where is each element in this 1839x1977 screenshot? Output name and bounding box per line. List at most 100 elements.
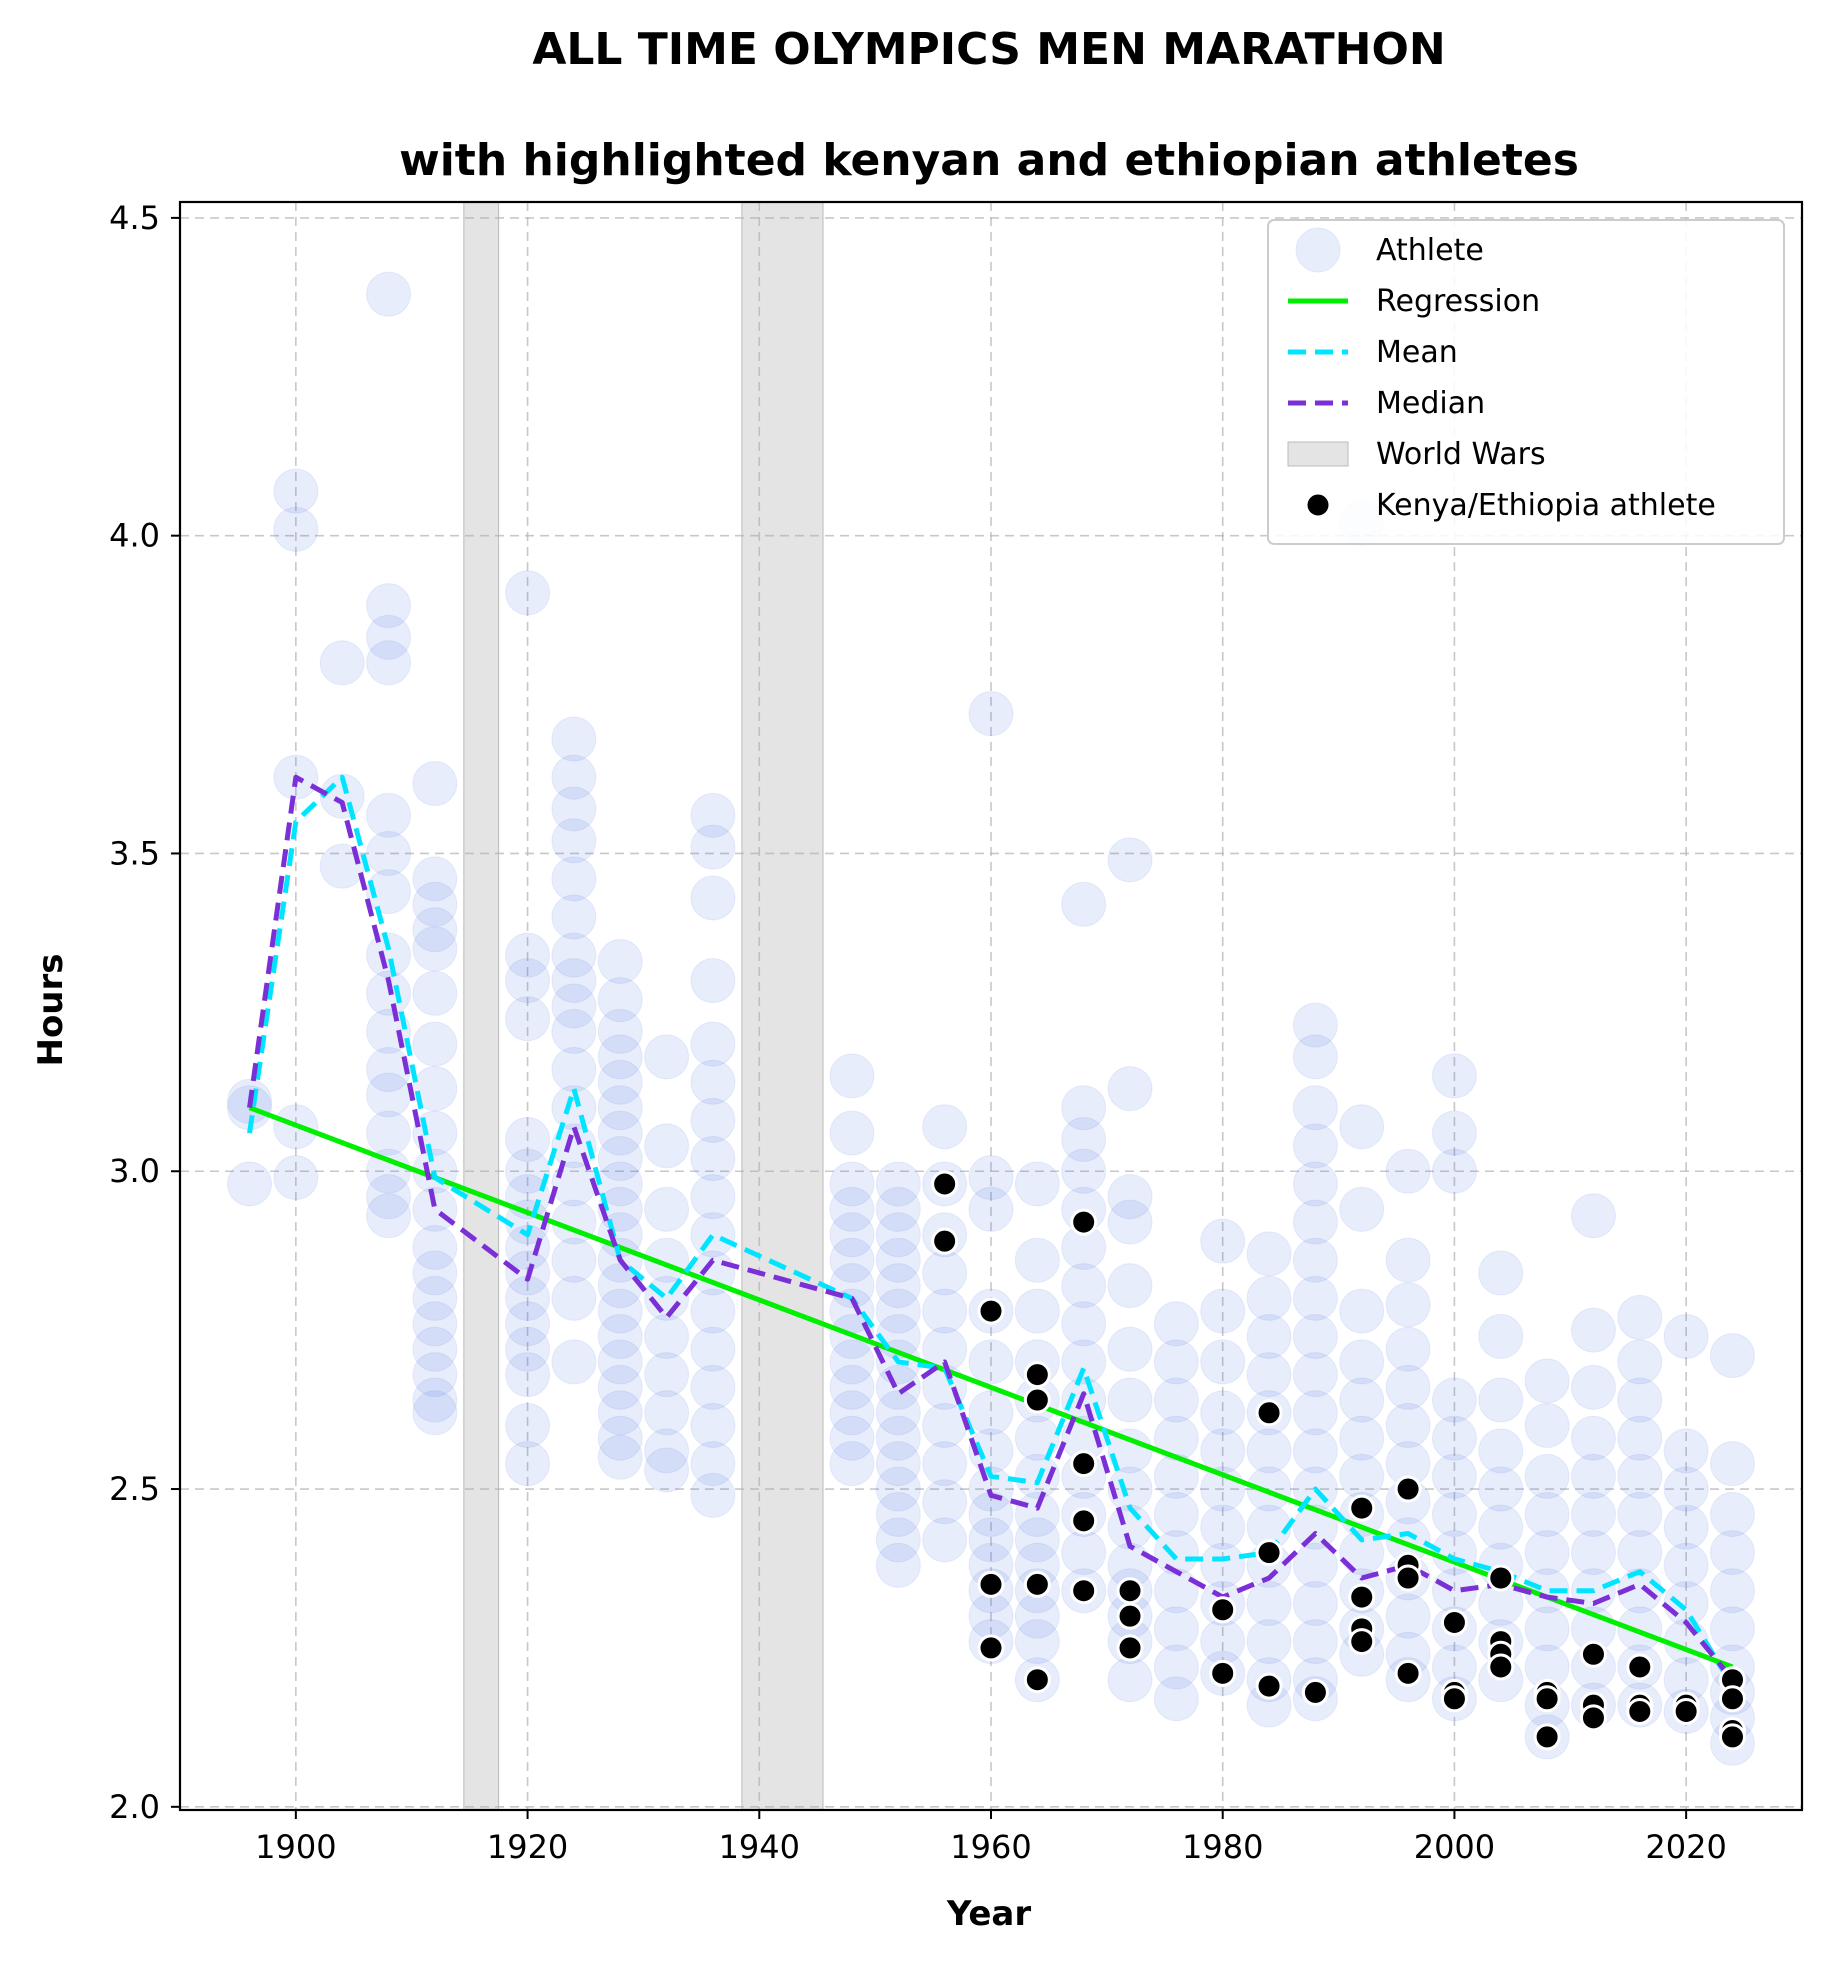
athlete-point: [875, 1212, 921, 1258]
athlete-point: [1292, 1542, 1338, 1588]
athlete-point: [1524, 1402, 1570, 1448]
athlete-point: [1478, 1377, 1524, 1423]
legend-label: Athlete: [1376, 233, 1484, 268]
athlete-point: [829, 1390, 875, 1436]
athlete-point: [412, 1352, 458, 1398]
athlete-point: [1431, 1453, 1477, 1499]
athlete-point: [690, 1288, 736, 1334]
athlete-point: [968, 1186, 1014, 1232]
athlete-point: [1617, 1294, 1663, 1340]
kenya-ethiopia-point: [1533, 1723, 1561, 1751]
kenya-ethiopia-point: [1626, 1697, 1654, 1725]
athlete-point: [1663, 1542, 1709, 1588]
athlete-point: [875, 1466, 921, 1512]
legend-athlete-marker: [1295, 227, 1341, 273]
athlete-point: [319, 843, 365, 889]
athlete-point: [1292, 1237, 1338, 1283]
athlete-point: [875, 1491, 921, 1537]
athlete-point: [1246, 1580, 1292, 1626]
athlete-point: [1524, 1358, 1570, 1404]
athlete-point: [1617, 1491, 1663, 1537]
athlete-point: [1153, 1377, 1199, 1423]
chart-subtitle: with highlighted kenyan and ethiopian at…: [399, 135, 1579, 186]
kenya-ethiopia-point: [1348, 1628, 1376, 1656]
athlete-point: [1292, 1034, 1338, 1080]
athlete-point: [505, 1116, 551, 1162]
athlete-point: [968, 1155, 1014, 1201]
athlete-point: [366, 970, 412, 1016]
kenya-ethiopia-point: [1394, 1564, 1422, 1592]
athlete-point: [273, 1155, 319, 1201]
athlete-point: [1617, 1530, 1663, 1576]
athlete-point: [1014, 1517, 1060, 1563]
athlete-point: [829, 1110, 875, 1156]
athlete-point: [273, 506, 319, 552]
athlete-point: [875, 1186, 921, 1232]
athlete-point: [1246, 1428, 1292, 1474]
athlete-point: [690, 1059, 736, 1105]
athlete-point: [1153, 1606, 1199, 1652]
athlete-point: [1292, 1123, 1338, 1169]
athlete-point: [1570, 1364, 1616, 1410]
kenya-ethiopia-point: [931, 1227, 959, 1255]
athlete-point: [1663, 1580, 1709, 1626]
athlete-point: [1061, 881, 1107, 927]
athlete-point: [1385, 1326, 1431, 1372]
athlete-point: [1617, 1453, 1663, 1499]
athlete-point: [1153, 1339, 1199, 1385]
athlete-point: [1107, 1657, 1153, 1703]
athlete-point: [1200, 1218, 1246, 1264]
kenya-ethiopia-point: [1023, 1570, 1051, 1598]
athlete-point: [1014, 1161, 1060, 1207]
athlete-point: [1200, 1504, 1246, 1550]
athlete-point: [1014, 1288, 1060, 1334]
athlete-point: [1617, 1415, 1663, 1461]
kenya-ethiopia-point: [1255, 1672, 1283, 1700]
athlete-point: [1431, 1491, 1477, 1537]
athlete-point: [597, 977, 643, 1023]
athlete-point: [829, 1237, 875, 1283]
athlete-point: [597, 1110, 643, 1156]
x-tick-label: 2020: [1645, 1828, 1726, 1866]
athlete-point: [829, 1161, 875, 1207]
athlete-point: [1339, 1288, 1385, 1334]
athlete-point: [1153, 1530, 1199, 1576]
athlete-point: [1339, 1186, 1385, 1232]
athlete-point: [1107, 837, 1153, 883]
athlete-point: [1709, 1333, 1755, 1379]
kenya-ethiopia-point: [1116, 1602, 1144, 1630]
athlete-point: [644, 1034, 690, 1080]
athlete-point: [690, 1364, 736, 1410]
athlete-point: [1200, 1390, 1246, 1436]
athlete-point: [1339, 1377, 1385, 1423]
athlete-point: [1292, 1428, 1338, 1474]
athlete-point: [551, 1339, 597, 1385]
y-tick-label: 4.5: [109, 199, 160, 237]
athlete-point: [690, 824, 736, 870]
athlete-point: [366, 614, 412, 660]
athlete-point: [829, 1339, 875, 1385]
x-tick-label: 1960: [950, 1828, 1031, 1866]
kenya-ethiopia-point: [1070, 1577, 1098, 1605]
y-axis-label: Hours: [31, 953, 71, 1066]
athlete-point: [1246, 1466, 1292, 1512]
athlete-point: [1339, 1530, 1385, 1576]
athlete-point: [644, 1313, 690, 1359]
athlete-point: [505, 1148, 551, 1194]
plot-area: 1900 1920 1940 1960 1980 2000 2020 2.0 2.5 3.0 3.5…: [109, 199, 1804, 1866]
athlete-point: [1107, 1199, 1153, 1245]
athlete-point: [1107, 1377, 1153, 1423]
athlete-point: [968, 691, 1014, 737]
athlete-point: [412, 926, 458, 972]
athlete-point: [644, 1352, 690, 1398]
athlete-point: [1200, 1288, 1246, 1334]
athlete-point: [1663, 1466, 1709, 1512]
x-tick-label: 2000: [1414, 1828, 1495, 1866]
regression-line: [248, 1105, 1734, 1670]
athlete-point: [1385, 1593, 1431, 1639]
athlete-point: [875, 1390, 921, 1436]
athlete-point: [551, 1237, 597, 1283]
athlete-point: [968, 1390, 1014, 1436]
athlete-point: [551, 818, 597, 864]
athlete-point: [690, 875, 736, 921]
